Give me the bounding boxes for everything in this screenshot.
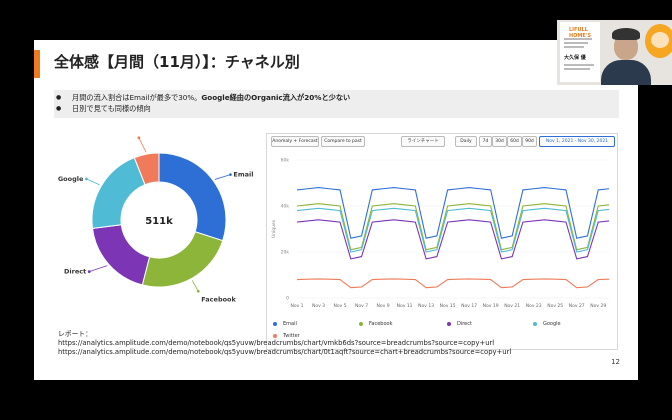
summary-box: 月間の流入割合はEmailが最多で30%。Google経由のOrganic流入が… [54, 90, 619, 118]
donut-leader-dot-google [85, 177, 88, 181]
y-axis-label: Uniques [271, 219, 277, 238]
donut-leader-twitter [138, 137, 147, 153]
donut-leader-google [86, 178, 100, 186]
donut-center-total: 511k [145, 216, 173, 227]
donut-label-twitter: Twitter [110, 135, 137, 136]
y-tick-label: 40k [281, 204, 290, 210]
title-accent-bar [34, 50, 40, 78]
report-links: レポート： https://analytics.amplitude.com/de… [58, 330, 511, 357]
series-line-email[interactable] [296, 187, 610, 239]
chart-type-dropdown[interactable]: ラインチャート [401, 136, 445, 147]
interval-dropdown[interactable]: Daily [455, 136, 477, 147]
x-tick-label: Nov 5 [333, 303, 346, 309]
name-card: LIFULL HOME'S 大久保 優 [560, 22, 600, 82]
x-tick-label: Nov 27 [569, 303, 585, 309]
x-tick-label: Nov 1 [290, 303, 303, 309]
slide-title: 全体感【月間（11月）】：チャネル別 [54, 53, 300, 71]
anomaly-forecast-button[interactable]: Anomaly + Forecast [271, 136, 319, 147]
page-number: 12 [611, 358, 620, 366]
bullet-2: 日別で見ても同様の傾向 [54, 103, 619, 114]
y-tick-label: 0 [286, 296, 289, 302]
donut-label-direct: Direct [64, 268, 86, 276]
donut-slice-email[interactable] [158, 152, 227, 242]
donut-label-google: Google [58, 175, 84, 183]
series-line-direct[interactable] [296, 219, 610, 260]
card-text-line [564, 46, 584, 48]
person-name: 大久保 優 [564, 55, 586, 61]
date-range-picker[interactable]: Nov 1, 2021 - Nov 30, 2021 [539, 136, 615, 147]
line-chart-svg: 0 20k 40k 60k Uniques Nov 1 Nov 3 Nov 5 Nov 7 Nov… [271, 158, 610, 309]
legend-direct-dot [447, 321, 451, 326]
presenter-body [601, 60, 651, 85]
donut-chart: Email Facebook Direct Google Twitter 511k [54, 128, 264, 335]
bullet-1: 月間の流入割合はEmailが最多で30%。Google経由のOrganic流入が… [54, 92, 619, 103]
donut-slice-direct[interactable] [91, 224, 151, 286]
chart-toolbar: Anomaly + Forecast Compare to past ラインチャ… [267, 134, 617, 148]
donut-leader-dot-facebook [196, 289, 200, 293]
x-tick-label: Nov 29 [590, 303, 606, 309]
card-text-line [564, 38, 592, 40]
donut-label-email: Email [233, 171, 253, 179]
range-30d-button[interactable]: 30d [492, 136, 507, 147]
y-tick-label: 20k [281, 250, 290, 256]
webcam-overlay: LIFULL HOME'S 大久保 優 [557, 20, 672, 85]
x-tick-label: Nov 15 [440, 303, 456, 309]
compare-button[interactable]: Compare to past [321, 136, 365, 147]
x-tick-label: Nov 17 [461, 303, 477, 309]
range-60d-button[interactable]: 60d [507, 136, 522, 147]
company-logo: LIFULL HOME'S [569, 27, 591, 39]
legend-facebook-dot [359, 321, 363, 326]
x-tick-label: Nov 9 [377, 303, 390, 309]
series-line-twitter[interactable] [296, 278, 610, 289]
x-tick-label: Nov 13 [418, 303, 434, 309]
legend-twitter-dot [273, 333, 277, 338]
x-tick-label: Nov 19 [483, 303, 499, 309]
legend-google-dot [533, 321, 537, 326]
donut-label-facebook: Facebook [201, 295, 236, 303]
legend-facebook[interactable]: Facebook [359, 321, 393, 327]
legend-direct[interactable]: Direct [447, 321, 472, 327]
card-text-line [564, 42, 588, 44]
report-url-1[interactable]: https://analytics.amplitude.com/demo/not… [58, 339, 495, 347]
report-url-2[interactable]: https://analytics.amplitude.com/demo/not… [58, 348, 512, 356]
series-line-google[interactable] [296, 207, 610, 253]
x-tick-label: Nov 23 [526, 303, 542, 309]
donut-svg: Email Facebook Direct Google Twitter 511k [58, 128, 254, 303]
x-tick-label: Nov 11 [397, 303, 413, 309]
x-tick-label: Nov 3 [312, 303, 325, 309]
donut-leader-dot-email [229, 173, 232, 177]
range-90d-button[interactable]: 90d [522, 136, 537, 147]
y-tick-label: 60k [281, 158, 290, 164]
range-7d-button[interactable]: 7d [479, 136, 492, 147]
legend-twitter[interactable]: Twitter [273, 333, 300, 339]
slide: 全体感【月間（11月）】：チャネル別 月間の流入割合はEmailが最多で30%。… [34, 40, 638, 380]
card-text-line [564, 64, 594, 66]
donut-leader-email [214, 174, 231, 180]
donut-slice-facebook[interactable] [141, 231, 224, 288]
mascot-face-icon [651, 32, 669, 48]
chart-legend: Email Facebook Direct Google Twitter [267, 319, 617, 347]
donut-leader-dot-direct [87, 270, 91, 274]
card-text-line [564, 68, 590, 70]
legend-email-dot [273, 321, 277, 326]
presenter-hair [612, 28, 640, 40]
x-tick-label: Nov 7 [355, 303, 368, 309]
legend-email[interactable]: Email [273, 321, 297, 327]
line-chart-panel: Anomaly + Forecast Compare to past ラインチャ… [266, 133, 618, 350]
donut-leader-facebook [191, 280, 199, 292]
x-tick-label: Nov 21 [504, 303, 520, 309]
donut-slice-twitter[interactable] [133, 152, 160, 186]
donut-leader-direct [89, 265, 108, 273]
x-tick-label: Nov 25 [547, 303, 563, 309]
donut-slice-google[interactable] [91, 157, 146, 229]
series-line-facebook[interactable] [296, 203, 610, 251]
donut-leader-dot-twitter [137, 136, 141, 140]
legend-google[interactable]: Google [533, 321, 561, 327]
report-label: レポート： [58, 330, 92, 338]
